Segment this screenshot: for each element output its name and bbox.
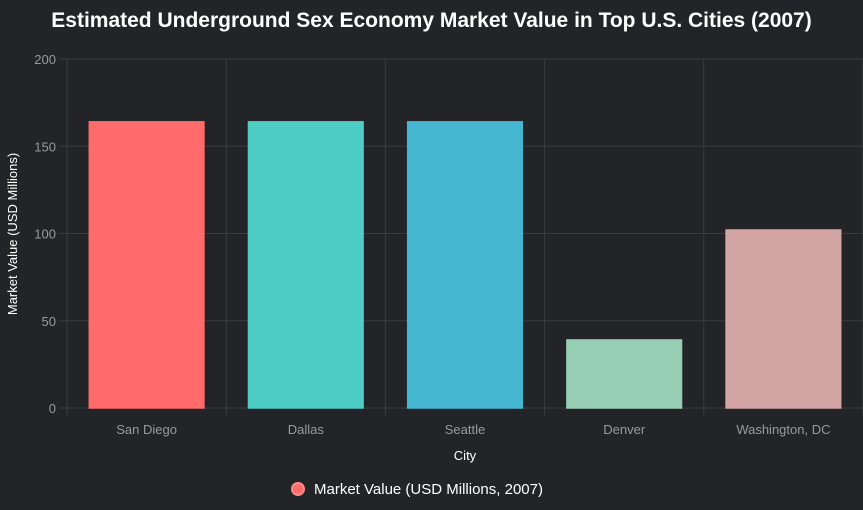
y-tick-label: 100 (34, 227, 56, 242)
bar[interactable] (406, 121, 524, 409)
y-axis-ticks: 0 50 100 150 200 (34, 52, 56, 416)
legend[interactable]: Market Value (USD Millions, 2007) (291, 481, 543, 498)
bar[interactable] (88, 121, 205, 409)
bar[interactable] (247, 121, 364, 409)
y-tick-label: 150 (34, 139, 56, 154)
x-tick-label: Dallas (288, 422, 325, 437)
y-tick-label: 200 (34, 52, 56, 67)
x-axis-ticks: San Diego Dallas Seattle Denver Washington, … (116, 422, 830, 437)
bars (88, 121, 842, 409)
bar[interactable] (725, 229, 842, 409)
x-tick-label: San Diego (116, 422, 177, 437)
legend-label: Market Value (USD Millions, 2007) (314, 481, 543, 498)
bar[interactable] (566, 339, 683, 409)
x-tick-label: Washington, DC (736, 422, 830, 437)
chart-title: Estimated Underground Sex Economy Market… (51, 9, 811, 32)
x-tick-label: Seattle (445, 422, 485, 437)
legend-swatch (291, 482, 305, 496)
x-axis-label: City (454, 448, 477, 463)
y-axis-label: Market Value (USD Millions) (5, 153, 20, 315)
y-tick-label: 50 (42, 314, 56, 329)
x-tick-label: Denver (603, 422, 646, 437)
y-tick-label: 0 (49, 401, 56, 416)
